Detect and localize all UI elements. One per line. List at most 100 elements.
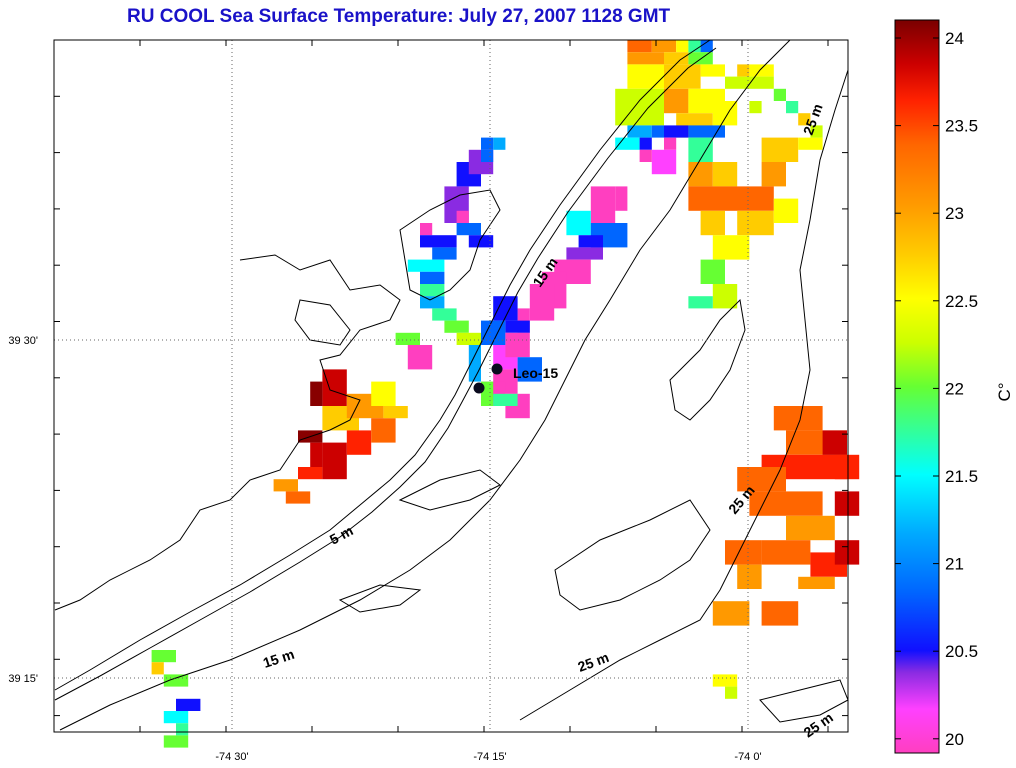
sst-cell	[407, 345, 433, 370]
sst-cell	[700, 64, 725, 77]
sst-cell	[688, 52, 713, 65]
contour-25m-southeast	[759, 679, 849, 723]
sst-cell	[566, 247, 603, 260]
station-marker	[491, 363, 503, 375]
sst-cell	[737, 564, 762, 589]
sst-cell	[493, 137, 506, 150]
estuary-outline	[54, 254, 401, 611]
contour-25m	[519, 69, 849, 721]
contour-shoal-mid	[338, 584, 422, 613]
sst-cell	[773, 406, 823, 431]
sst-cell	[468, 235, 494, 248]
sst-cell	[529, 284, 555, 321]
sst-cell	[639, 137, 652, 150]
sst-cell	[163, 711, 189, 724]
sst-cell	[420, 223, 433, 236]
marsh-outline	[294, 299, 351, 346]
sst-cell	[761, 540, 811, 565]
sst-cell	[700, 210, 725, 236]
sst-cell	[749, 491, 823, 516]
sst-cell	[298, 467, 323, 480]
sst-cell	[725, 76, 774, 89]
sst-cell	[773, 198, 799, 223]
x-tick-label: -74 15'	[473, 751, 506, 763]
sst-cell	[773, 88, 786, 101]
contour-25m-ridge	[669, 298, 746, 421]
sst-cell	[383, 406, 408, 419]
sst-cell	[834, 491, 860, 516]
sst-cell	[761, 137, 799, 162]
contour-15m	[59, 39, 791, 731]
sst-cell	[651, 40, 677, 53]
sst-cell	[676, 40, 689, 53]
sst-cell	[163, 674, 189, 687]
sst-cell	[627, 40, 652, 53]
sst-cell	[834, 540, 860, 565]
sst-cell	[700, 259, 725, 284]
sst-cell	[700, 40, 713, 53]
sst-cell	[151, 650, 176, 663]
colorbar-tick-label: 23.5	[945, 117, 978, 136]
colorbar-tick-label: 20.5	[945, 642, 978, 661]
sst-cell	[737, 210, 774, 236]
colorbar-tick-label: 22	[945, 379, 964, 398]
sst-cell	[176, 698, 201, 711]
sst-cell	[688, 186, 725, 211]
plot-frame	[53, 39, 849, 733]
sst-cell	[737, 64, 750, 77]
sst-cell	[395, 332, 420, 345]
y-tick-label: 39 15'	[8, 673, 38, 685]
inland-bay	[399, 189, 501, 301]
sst-cell	[688, 162, 713, 187]
colorbar-tick-label: 21	[945, 555, 964, 574]
contour-label-15m: 15 m	[261, 646, 296, 671]
sst-cell	[712, 674, 738, 687]
sst-cell	[517, 357, 542, 382]
sst-cell	[712, 601, 750, 626]
sst-cell	[737, 467, 786, 492]
colorbar-tick-label: 20	[945, 730, 964, 749]
sst-cell	[151, 662, 164, 675]
contour-label-5m: 5 m	[327, 522, 356, 547]
sst-cell	[725, 686, 738, 699]
sst-cell	[664, 88, 689, 114]
sst-cell	[310, 442, 323, 467]
sst-cell	[651, 125, 664, 138]
colorbar-tick-label: 22.5	[945, 292, 978, 311]
sst-cell	[749, 101, 762, 114]
sst-cell	[322, 467, 347, 480]
sst-cell	[712, 284, 738, 309]
sst-cell	[493, 393, 518, 406]
sst-cell	[712, 162, 738, 187]
sst-cell	[615, 186, 628, 211]
coastline-contours	[54, 39, 849, 731]
sst-cell	[481, 137, 494, 150]
sst-cell	[615, 88, 664, 126]
sst-cell	[163, 735, 189, 748]
station-marker	[473, 382, 485, 394]
sst-cell	[712, 235, 750, 260]
contour-label-25m: 25 m	[576, 649, 611, 675]
sst-cell	[749, 64, 774, 77]
sst-cell	[420, 271, 445, 284]
colorbar-unit-label: C°	[995, 382, 1014, 401]
coastline	[54, 39, 711, 691]
sst-cell	[798, 137, 823, 150]
sst-cell	[627, 125, 652, 138]
sst-cell	[578, 235, 603, 248]
sst-cell	[322, 442, 347, 467]
contour-25m-shoal	[554, 499, 711, 611]
map-title: RU COOL Sea Surface Temperature: July 27…	[127, 6, 671, 27]
sst-cell	[688, 40, 701, 53]
sst-cell	[371, 381, 396, 406]
sst-cell	[688, 137, 713, 162]
sst-cell	[456, 332, 481, 345]
colorbar-tick-label: 21.5	[945, 467, 978, 486]
colorbar-tick-label: 23	[945, 204, 964, 223]
colorbar-ticks: 24 23.5 23 22.5 22 21.5 21 20.5 20	[895, 29, 978, 749]
sst-cell	[407, 259, 445, 272]
sst-cell	[664, 125, 689, 138]
sst-cell	[761, 162, 786, 187]
frame-ticks	[53, 39, 848, 732]
